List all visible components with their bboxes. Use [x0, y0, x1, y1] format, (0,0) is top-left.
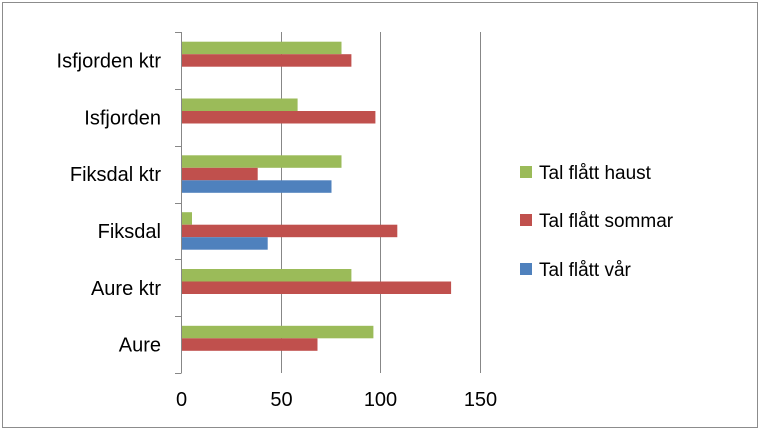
x-tick-label: 100: [364, 389, 397, 411]
legend-swatch: [520, 214, 532, 226]
bar: [182, 98, 298, 111]
x-tick-label: 150: [464, 389, 497, 411]
category-label: Aure: [119, 335, 161, 357]
category-label: Isfjorden: [84, 107, 161, 129]
bar: [182, 41, 342, 55]
legend-swatch: [520, 263, 532, 275]
bar: [182, 54, 352, 67]
legend-label: Tal flått sommar: [539, 211, 674, 232]
category-label: Fiksdal ktr: [70, 164, 161, 186]
bars: [182, 41, 452, 351]
legend: Tal flått haust Tal flått sommar Tal flått…: [520, 163, 674, 281]
axes: [175, 32, 182, 374]
labels: 0 50 100 150 Isfjorden ktr Isfjorden Fiksdal k…: [57, 50, 498, 411]
category-label: Aure ktr: [91, 278, 161, 300]
bar: [182, 281, 452, 294]
bar: [182, 155, 342, 168]
x-tick-label: 50: [270, 389, 292, 411]
bar-chart: 0 50 100 150 Isfjorden ktr Isfjorden Fiksdal k…: [57, 32, 674, 411]
chart-frame: 0 50 100 150 Isfjorden ktr Isfjorden Fiksdal k…: [2, 2, 758, 428]
legend-label: Tal flått vår: [539, 260, 632, 281]
bar: [182, 325, 374, 339]
bar: [182, 180, 332, 193]
category-label: Fiksdal: [98, 221, 161, 243]
x-tick-label: 0: [176, 389, 187, 411]
bar: [182, 237, 268, 250]
bar: [182, 269, 352, 282]
bar: [182, 224, 398, 238]
bar: [182, 111, 376, 124]
bar: [182, 338, 318, 351]
bar: [182, 167, 258, 181]
legend-swatch: [520, 166, 532, 178]
category-label: Isfjorden ktr: [57, 50, 162, 72]
bar: [182, 212, 192, 225]
gridlines: [281, 32, 481, 373]
legend-label: Tal flått haust: [539, 163, 652, 184]
